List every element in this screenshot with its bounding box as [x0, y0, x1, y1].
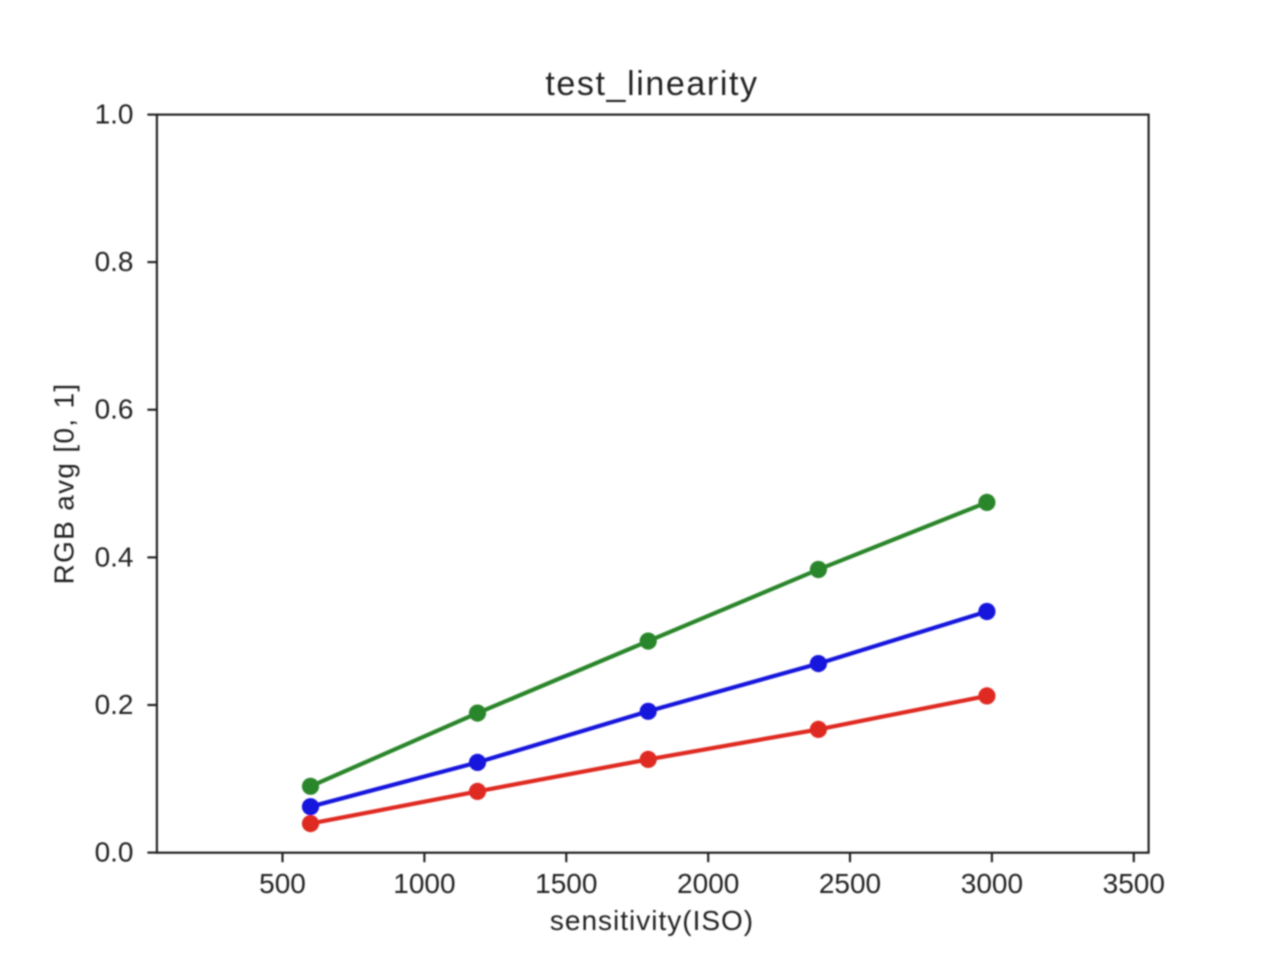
svg-text:test_linearity: test_linearity — [545, 65, 758, 103]
svg-text:0.2: 0.2 — [95, 689, 134, 720]
svg-text:0.0: 0.0 — [95, 837, 134, 868]
svg-text:0.6: 0.6 — [95, 394, 134, 425]
svg-text:1000: 1000 — [393, 868, 455, 899]
svg-text:1500: 1500 — [535, 868, 597, 899]
svg-text:0.4: 0.4 — [95, 541, 134, 572]
svg-text:2000: 2000 — [677, 868, 739, 899]
svg-text:0.8: 0.8 — [95, 246, 134, 277]
svg-text:3500: 3500 — [1103, 868, 1165, 899]
svg-text:1.0: 1.0 — [95, 99, 134, 130]
svg-text:500: 500 — [259, 868, 306, 899]
svg-text:RGB avg [0, 1]: RGB avg [0, 1] — [49, 383, 80, 585]
svg-text:2500: 2500 — [819, 868, 881, 899]
svg-text:3000: 3000 — [961, 868, 1023, 899]
svg-text:sensitivity(ISO): sensitivity(ISO) — [550, 905, 754, 936]
